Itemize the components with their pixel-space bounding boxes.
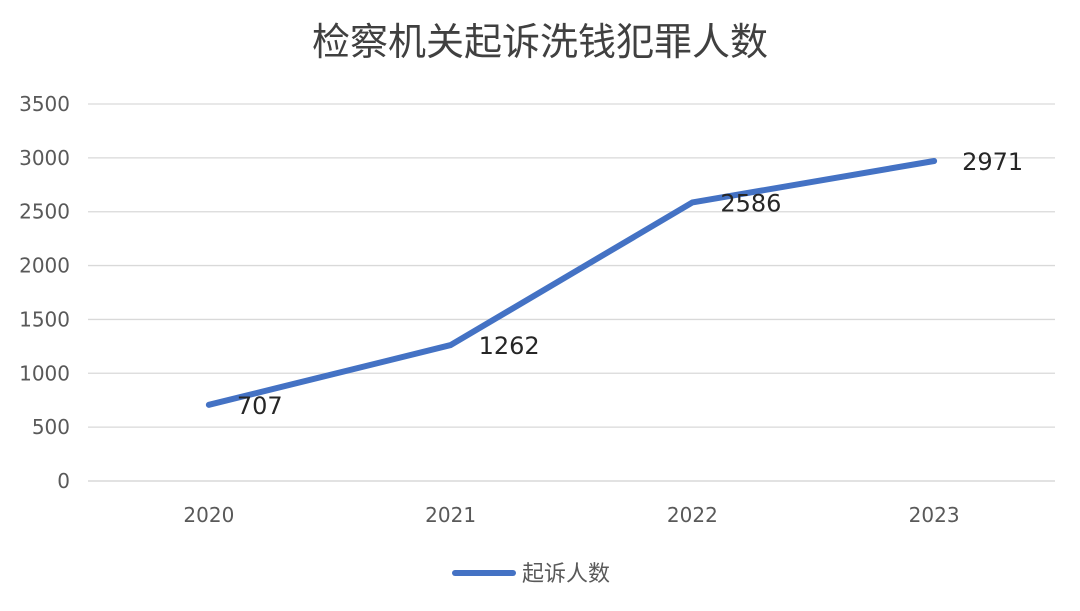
x-tick-label: 2022 xyxy=(667,503,718,527)
x-tick-label: 2023 xyxy=(909,503,960,527)
y-tick-label: 2500 xyxy=(19,200,70,224)
x-tick-label: 2020 xyxy=(183,503,234,527)
legend: 起诉人数 xyxy=(452,562,610,587)
y-tick-label: 3500 xyxy=(19,92,70,116)
y-tick-label: 500 xyxy=(32,415,70,439)
data-label: 2586 xyxy=(720,189,781,217)
y-tick-label: 2000 xyxy=(19,254,70,278)
gridlines xyxy=(88,103,1055,482)
x-tick-label: 2021 xyxy=(425,503,476,527)
y-tick-label: 1500 xyxy=(19,307,70,331)
data-label: 2971 xyxy=(962,148,1023,176)
y-tick-label: 1000 xyxy=(19,361,70,385)
chart-title: 检察机关起诉洗钱犯罪人数 xyxy=(312,20,768,64)
data-labels: 707 1262 2586 2971 xyxy=(237,148,1023,420)
data-label: 1262 xyxy=(479,332,540,360)
data-label: 707 xyxy=(237,392,283,420)
y-tick-label: 3000 xyxy=(19,146,70,170)
x-axis-ticks: 2020 2021 2022 2023 xyxy=(183,503,959,527)
series-lines xyxy=(205,157,938,408)
legend-label: 起诉人数 xyxy=(522,562,610,587)
y-axis-ticks: 0 500 1000 1500 2000 2500 3000 3500 xyxy=(19,92,70,493)
series-line xyxy=(205,157,938,408)
y-tick-label: 0 xyxy=(57,469,70,493)
